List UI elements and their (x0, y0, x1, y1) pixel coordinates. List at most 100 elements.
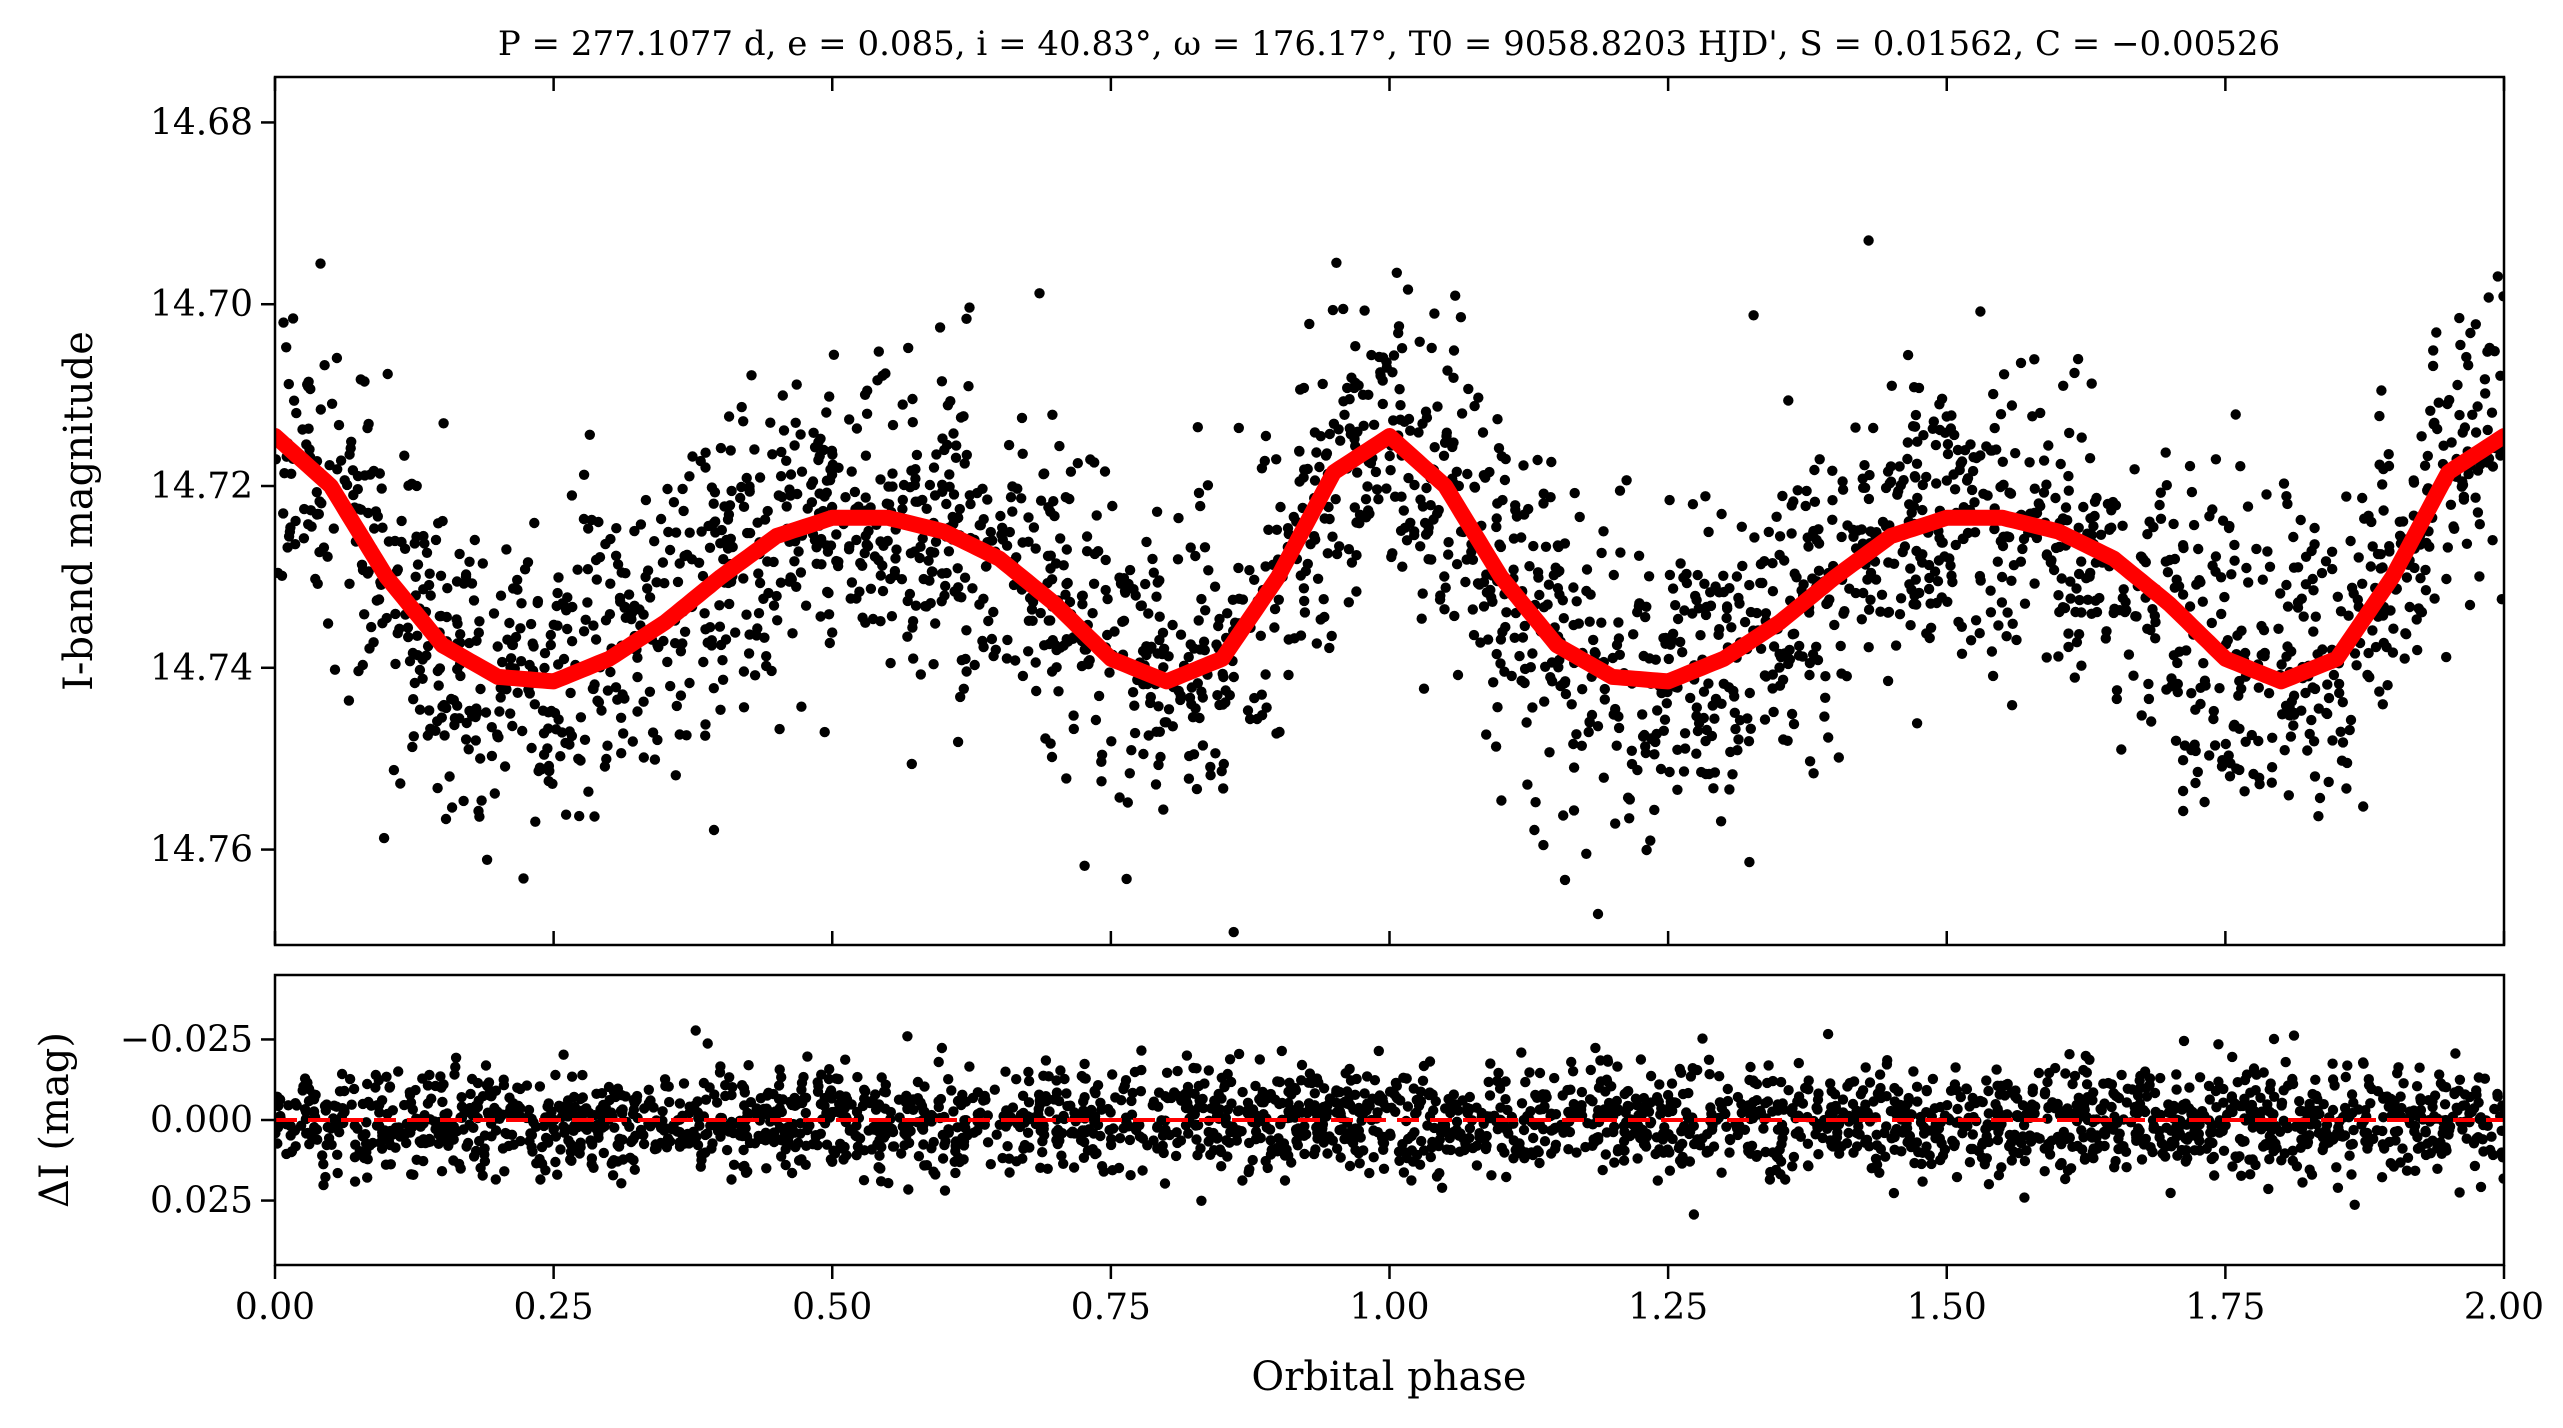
residual-point (2402, 1152, 2414, 1164)
light-curve-point (501, 544, 512, 555)
residual-point (2194, 1072, 2206, 1083)
light-curve-point (1767, 586, 1779, 597)
light-curve-point (1521, 717, 1532, 728)
light-curve-point (1047, 635, 1059, 646)
light-curve-point (1998, 369, 2010, 380)
residual-point (1787, 1103, 1798, 1114)
light-curve-point (670, 527, 682, 538)
light-curve-point (1370, 466, 1382, 478)
light-curve-point (344, 578, 355, 589)
light-curve-point (634, 604, 645, 615)
light-curve-point (2419, 460, 2431, 471)
light-curve-point (687, 451, 698, 462)
residual-point (2420, 1127, 2431, 1138)
light-curve-point (877, 585, 889, 597)
light-curve-point (795, 567, 807, 578)
light-curve-point (917, 533, 928, 544)
light-curve-point (1491, 648, 1502, 660)
residual-point (1317, 1123, 1328, 1135)
light-curve-point (1645, 835, 1656, 846)
light-curve-point (1413, 427, 1424, 438)
light-curve-point (1147, 553, 1158, 565)
light-curve-point (1488, 677, 1499, 688)
light-curve-point (1077, 599, 1088, 610)
residual-point (1677, 1138, 1688, 1150)
light-curve-point (1808, 525, 1819, 537)
light-curve-point (315, 404, 326, 415)
residual-point (1645, 1070, 1657, 1082)
light-curve-point (915, 541, 926, 552)
residual-point (1216, 1161, 1227, 1172)
light-curve-point (314, 496, 325, 507)
residual-point (1724, 1133, 1736, 1145)
light-curve-point (696, 526, 707, 537)
residual-point (1563, 1144, 1574, 1155)
light-curve-point (1429, 308, 1440, 319)
light-curve-point (977, 483, 988, 494)
residual-point (1213, 1088, 1224, 1100)
light-curve-point (2216, 608, 2227, 620)
light-curve-point (776, 491, 788, 503)
residual-point (1550, 1143, 1561, 1155)
light-curve-point (1656, 687, 1667, 698)
light-curve-point (1755, 643, 1767, 654)
light-curve-point (886, 611, 898, 622)
light-curve-point (2420, 564, 2431, 576)
residual-point (2178, 1035, 2190, 1047)
residual-point (2016, 1138, 2027, 1149)
residual-point (1279, 1175, 1291, 1186)
light-curve-point (1538, 839, 1549, 851)
light-curve-point (1516, 532, 1527, 543)
residual-point (1474, 1128, 1485, 1139)
light-curve-point (821, 475, 833, 486)
residual-point (1880, 1151, 1891, 1162)
light-curve-point (679, 626, 691, 637)
light-curve-point (857, 612, 868, 623)
residual-point (1188, 1062, 1199, 1074)
residual-point (743, 1060, 754, 1071)
light-curve-point (632, 706, 643, 717)
light-curve-point (424, 568, 435, 579)
light-curve-point (665, 680, 676, 692)
residual-point (1022, 1127, 1034, 1139)
light-curve-point (1715, 816, 1727, 827)
residual-point (1765, 1166, 1776, 1178)
residual-point (801, 1140, 812, 1152)
residual-point (587, 1139, 598, 1150)
light-curve-point (1971, 452, 1982, 464)
light-curve-point (1429, 442, 1440, 453)
residual-point (933, 1096, 944, 1107)
light-curve-point (542, 743, 553, 754)
residual-point (1302, 1106, 1313, 1118)
light-curve-point (1294, 476, 1305, 487)
light-curve-point (2086, 608, 2097, 619)
light-curve-point (1532, 454, 1543, 466)
residual-point (1827, 1108, 1838, 1120)
residual-point (825, 1154, 837, 1165)
light-curve-point (2442, 542, 2453, 553)
light-curve-point (1558, 810, 1569, 821)
light-curve-point (1173, 512, 1184, 524)
light-curve-point (2458, 494, 2470, 505)
light-curve-point (545, 629, 556, 641)
light-curve-point (408, 731, 419, 742)
light-curve-point (2073, 629, 2085, 640)
light-curve-point (651, 577, 662, 588)
residual-point (1996, 1162, 2007, 1173)
light-curve-point (2288, 720, 2299, 731)
light-curve-point (2078, 501, 2089, 513)
residual-point (2348, 1124, 2359, 1136)
light-curve-point (940, 580, 951, 592)
light-curve-point (1442, 365, 1453, 376)
residual-point (367, 1137, 378, 1149)
residual-point (490, 1174, 501, 1185)
residual-point (1746, 1140, 1758, 1152)
residual-point (2392, 1068, 2403, 1079)
light-curve-point (1664, 494, 1675, 506)
light-curve-point (1905, 620, 1916, 631)
light-curve-point (1768, 641, 1780, 652)
residual-point (558, 1049, 569, 1060)
light-curve-point (1847, 524, 1859, 535)
light-curve-point (851, 534, 862, 546)
light-curve-point (2459, 422, 2471, 433)
